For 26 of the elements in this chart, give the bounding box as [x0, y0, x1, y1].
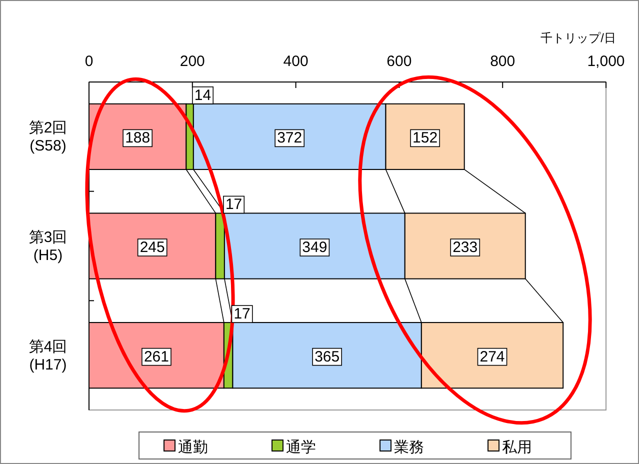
data-label: 152	[412, 130, 438, 147]
data-label: 233	[452, 239, 478, 256]
x-tick-label: 1,000	[587, 53, 625, 70]
data-label: 365	[314, 348, 340, 366]
x-axis-title: 千トリップ/日	[540, 31, 616, 45]
legend-label: 業務	[394, 439, 424, 456]
data-label: 349	[302, 239, 328, 256]
y-tick-label: 第4回 (H17)	[28, 338, 68, 374]
data-label: 14	[194, 86, 212, 104]
legend-label: 通勤	[178, 439, 208, 456]
x-tick-label: 800	[490, 53, 516, 70]
data-label: 261	[144, 348, 169, 366]
y-tick-label: 第3回 (H5)	[28, 229, 68, 264]
legend-label: 通学	[286, 439, 316, 456]
x-tick-label: 400	[283, 53, 308, 70]
x-tick-label: 200	[180, 53, 205, 70]
legend-label: 私用	[502, 439, 532, 456]
data-label: 188	[125, 130, 150, 147]
data-label: 245	[140, 239, 165, 256]
data-label: 372	[277, 130, 302, 147]
data-label: 17	[225, 196, 242, 214]
y-tick-label: 第2回 (S58)	[28, 120, 68, 155]
data-label: 17	[234, 306, 250, 323]
x-tick-label: 600	[386, 53, 412, 70]
data-label: 274	[480, 348, 505, 366]
x-tick-label: 0	[84, 53, 94, 70]
